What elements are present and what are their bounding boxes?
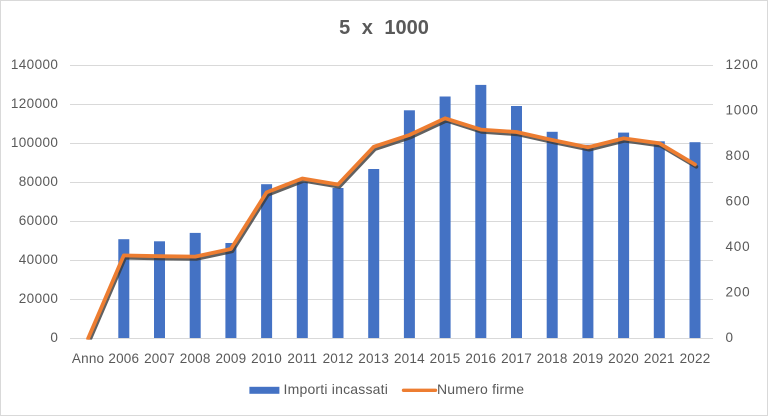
svg-text:2017: 2017 bbox=[501, 351, 532, 366]
svg-text:2008: 2008 bbox=[180, 351, 211, 366]
svg-text:140000: 140000 bbox=[11, 57, 58, 72]
svg-text:2007: 2007 bbox=[144, 351, 175, 366]
svg-text:2021: 2021 bbox=[644, 351, 675, 366]
svg-text:2006: 2006 bbox=[108, 351, 139, 366]
svg-text:100000: 100000 bbox=[11, 135, 58, 150]
svg-text:2009: 2009 bbox=[215, 351, 246, 366]
svg-text:80000: 80000 bbox=[19, 174, 59, 189]
svg-text:2010: 2010 bbox=[251, 351, 282, 366]
svg-text:2016: 2016 bbox=[465, 351, 496, 366]
svg-text:2013: 2013 bbox=[358, 351, 389, 366]
svg-text:2022: 2022 bbox=[680, 351, 711, 366]
svg-text:2020: 2020 bbox=[608, 351, 639, 366]
svg-text:Importi incassati: Importi incassati bbox=[284, 381, 389, 397]
svg-text:2012: 2012 bbox=[323, 351, 354, 366]
svg-text:2018: 2018 bbox=[537, 351, 568, 366]
svg-text:60000: 60000 bbox=[19, 213, 59, 228]
svg-text:0: 0 bbox=[50, 330, 58, 345]
svg-text:Numero firme: Numero firme bbox=[437, 381, 524, 397]
svg-text:2014: 2014 bbox=[394, 351, 425, 366]
svg-text:20000: 20000 bbox=[19, 291, 59, 306]
svg-text:0: 0 bbox=[726, 330, 734, 345]
svg-text:120000: 120000 bbox=[11, 96, 58, 111]
svg-text:5 x 1000: 5 x 1000 bbox=[339, 17, 429, 39]
svg-text:40000: 40000 bbox=[19, 252, 59, 267]
svg-text:1000: 1000 bbox=[726, 103, 759, 118]
svg-text:2015: 2015 bbox=[430, 351, 461, 366]
svg-text:2019: 2019 bbox=[572, 351, 603, 366]
svg-text:Anno: Anno bbox=[72, 351, 104, 366]
svg-text:800: 800 bbox=[726, 148, 751, 163]
svg-text:1200: 1200 bbox=[726, 57, 759, 72]
svg-text:2011: 2011 bbox=[287, 351, 317, 366]
svg-text:400: 400 bbox=[726, 239, 751, 254]
svg-text:200: 200 bbox=[726, 285, 751, 300]
svg-text:600: 600 bbox=[726, 194, 751, 209]
